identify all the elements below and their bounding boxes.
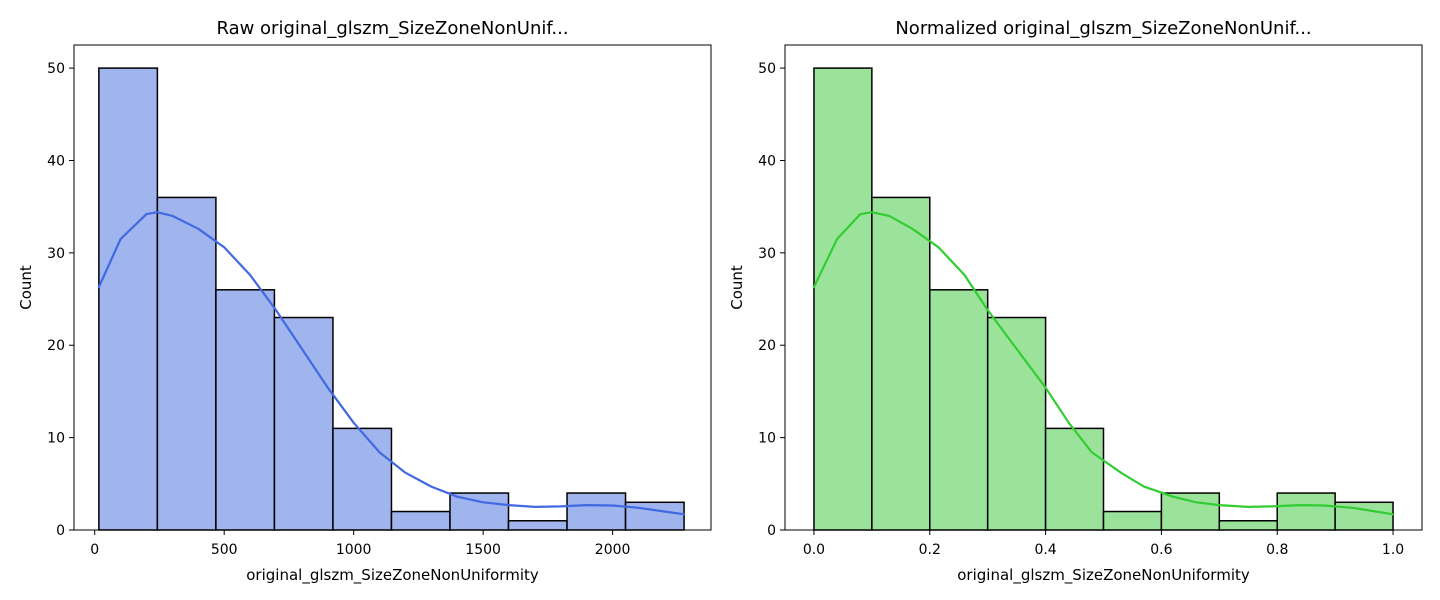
chart-title: Raw original_glszm_SizeZoneNonUnif... (216, 18, 568, 39)
x-tick-label: 1000 (336, 542, 372, 558)
chart-panel-raw: 0 500 1000 1500 2000 0 10 20 30 40 50 Raw original_… (17, 18, 712, 585)
histogram-bar (507, 520, 568, 531)
x-tick-label: 0.4 (1034, 542, 1056, 558)
y-tick-label: 30 (47, 246, 65, 262)
histogram-bar (813, 67, 873, 531)
histogram-bar (98, 67, 159, 531)
histogram-bar (566, 492, 627, 531)
histogram-bar (449, 492, 510, 531)
x-tick-label: 1.0 (1382, 542, 1404, 558)
x-axis-label: original_glszm_SizeZoneNonUniformity (246, 566, 539, 585)
x-tick-label: 0 (90, 542, 99, 558)
chart-title: Normalized original_glszm_SizeZoneNonUni… (895, 18, 1311, 39)
x-tick-label: 2000 (595, 542, 631, 558)
y-tick-label: 10 (758, 431, 776, 447)
kde-curve (97, 211, 686, 516)
y-tick-label: 50 (47, 61, 65, 77)
histogram-bar (1160, 492, 1221, 531)
x-tick-label: 0.6 (1150, 542, 1172, 558)
y-tick-label: 50 (758, 61, 776, 77)
histogram-bar (273, 316, 334, 531)
chart-panel-normalized: 0.0 0.2 0.4 0.6 0.8 1.0 0 10 20 30 40 50 Normalized … (728, 18, 1423, 585)
y-tick-label: 20 (758, 338, 776, 354)
histogram-bar (390, 510, 451, 531)
histogram-bar (929, 289, 989, 531)
x-tick-label: 500 (211, 542, 238, 558)
y-tick-label: 0 (767, 523, 776, 539)
x-tick-label: 0.8 (1266, 542, 1288, 558)
histogram-bar (156, 196, 217, 531)
histogram-bar (215, 289, 276, 531)
y-tick-label: 40 (758, 153, 776, 169)
histogram-bar (1044, 427, 1105, 531)
plot-frame (73, 44, 712, 531)
histogram-bar (1218, 520, 1278, 531)
y-tick-label: 0 (56, 523, 65, 539)
y-tick-label: 40 (47, 153, 65, 169)
x-tick-label: 0.2 (919, 542, 941, 558)
plot-frame (784, 44, 1423, 531)
histogram-bar (332, 427, 393, 531)
histogram-bar (1102, 510, 1163, 531)
y-tick-label: 20 (47, 338, 65, 354)
x-tick-label: 1500 (465, 542, 501, 558)
x-tick-label: 0.0 (803, 542, 825, 558)
histogram-bar (871, 196, 931, 531)
y-axis-label: Count (728, 265, 746, 310)
histogram-bar (1276, 492, 1336, 531)
x-axis-label: original_glszm_SizeZoneNonUniformity (957, 566, 1250, 585)
y-tick-label: 30 (758, 246, 776, 262)
kde-curve (812, 211, 1395, 516)
y-tick-label: 10 (47, 431, 65, 447)
y-axis-label: Count (17, 265, 35, 310)
